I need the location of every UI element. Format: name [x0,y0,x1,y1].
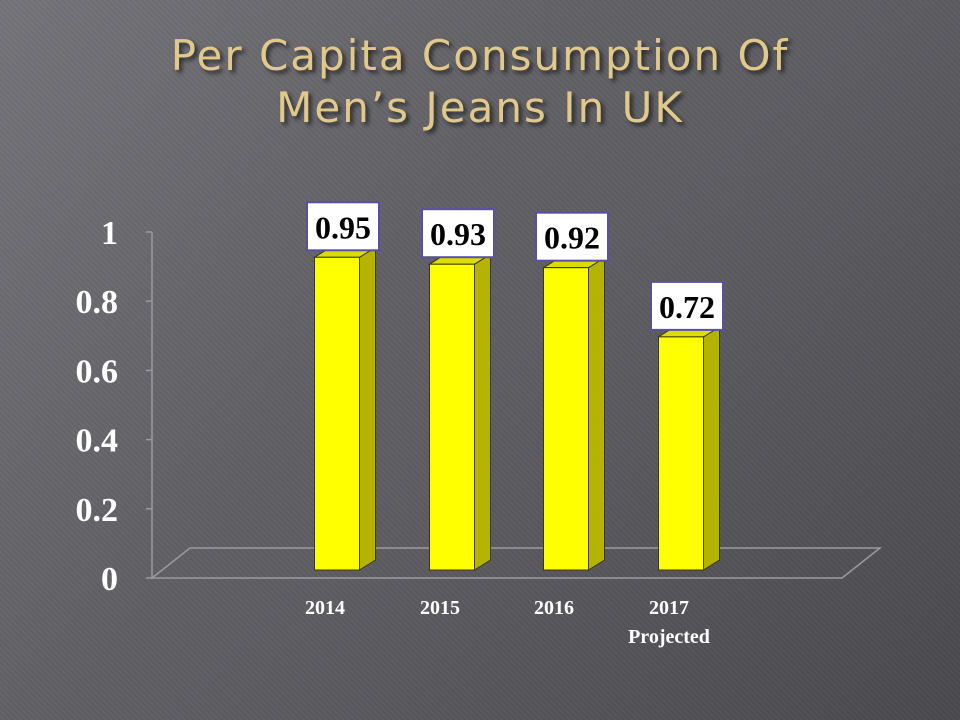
data-label-text: 0.72 [659,289,715,325]
floor-plane [149,547,883,579]
data-label-text: 0.92 [544,220,600,256]
bar [656,325,722,571]
chart-title-line-2: Men’s Jeans In UK [276,83,684,132]
bar-side-face [474,253,491,571]
bar-front-face [429,263,475,571]
bar-front-face [314,256,360,571]
data-label-box [306,201,380,252]
y-tick-label: 0.2 [76,492,119,529]
y-tick-label: 0.6 [76,353,119,390]
x-tick-sublabel: Projected [628,626,710,648]
data-label-text: 0.95 [315,209,371,245]
chart-title-line-1: Per Capita Consumption Of [170,31,790,80]
x-tick-label: 2015 [420,597,460,619]
y-tick-label: 0.8 [76,284,119,321]
bar-front-face [658,336,704,571]
y-tick-label: 0 [101,561,118,598]
bar [541,256,607,571]
x-tick-label: 2014 [305,597,345,619]
bar-side-face [359,246,376,571]
bar-front-face [543,267,589,571]
y-tick-label: 1 [101,215,118,252]
data-label: 0.72 [650,280,724,331]
x-tick-label: 2016 [534,597,574,619]
x-axis-labels: 2014 2015 2016 2017 Projected [305,597,710,648]
bar [312,246,378,571]
bars-group [312,246,722,571]
data-labels-group: 0.95 0.93 0.92 0.72 [306,201,724,331]
data-label: 0.95 [306,201,380,252]
x-tick-label: 2017 [649,597,689,619]
chart-title: Per Capita Consumption Of Men’s Jeans In… [0,30,960,134]
bar-side-face [588,256,605,571]
data-label: 0.93 [421,208,495,259]
chart-floor [149,547,883,579]
bar-side-face [703,325,720,571]
data-label-box [535,211,609,262]
y-axis: 0 0.2 0.4 0.6 0.8 1 [76,215,153,598]
y-tick-label: 0.4 [76,423,119,460]
data-label-box [421,208,495,259]
bar [427,253,493,571]
data-label-box [650,280,724,331]
data-label: 0.92 [535,211,609,262]
data-label-text: 0.93 [430,216,486,252]
